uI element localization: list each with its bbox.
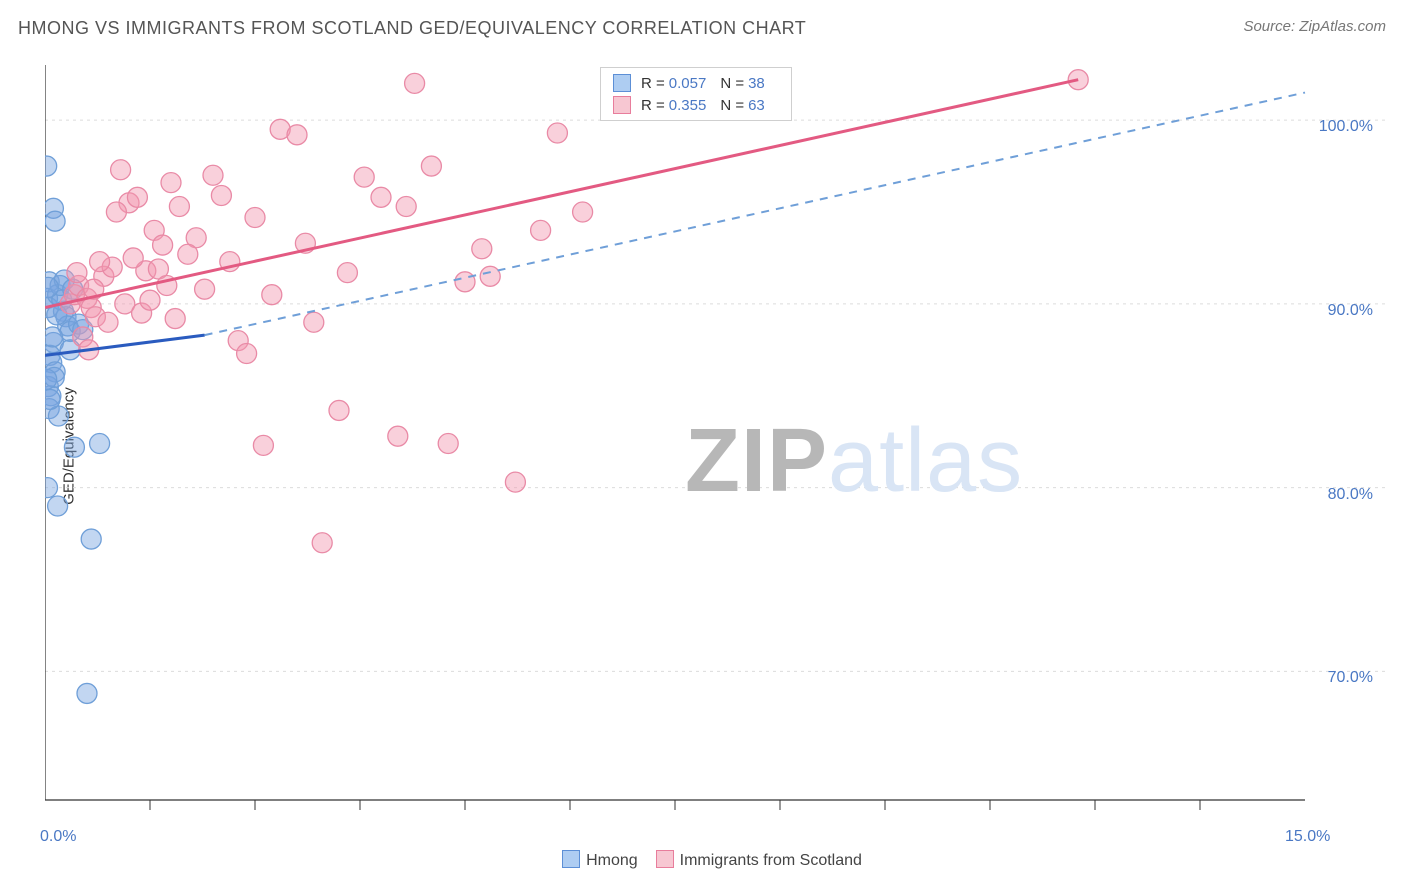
y-tick-label: 80.0% bbox=[1328, 486, 1373, 504]
y-axis-labels: 70.0% 80.0% 90.0% 100.0% bbox=[45, 55, 1385, 835]
legend-label: Hmong bbox=[586, 852, 638, 869]
source-label: Source: ZipAtlas.com bbox=[1243, 18, 1386, 35]
y-tick-label: 100.0% bbox=[1319, 118, 1373, 136]
chart-title: HMONG VS IMMIGRANTS FROM SCOTLAND GED/EQ… bbox=[18, 18, 806, 39]
chart-area: ZIPatlas R = 0.057N = 38R = 0.355N = 63 … bbox=[45, 55, 1385, 835]
series-legend: Hmong Immigrants from Scotland bbox=[0, 850, 1406, 870]
legend-swatch bbox=[562, 850, 580, 868]
legend-swatch bbox=[656, 850, 674, 868]
y-tick-label: 70.0% bbox=[1328, 669, 1373, 687]
legend-label: Immigrants from Scotland bbox=[680, 852, 862, 869]
y-tick-label: 90.0% bbox=[1328, 302, 1373, 320]
